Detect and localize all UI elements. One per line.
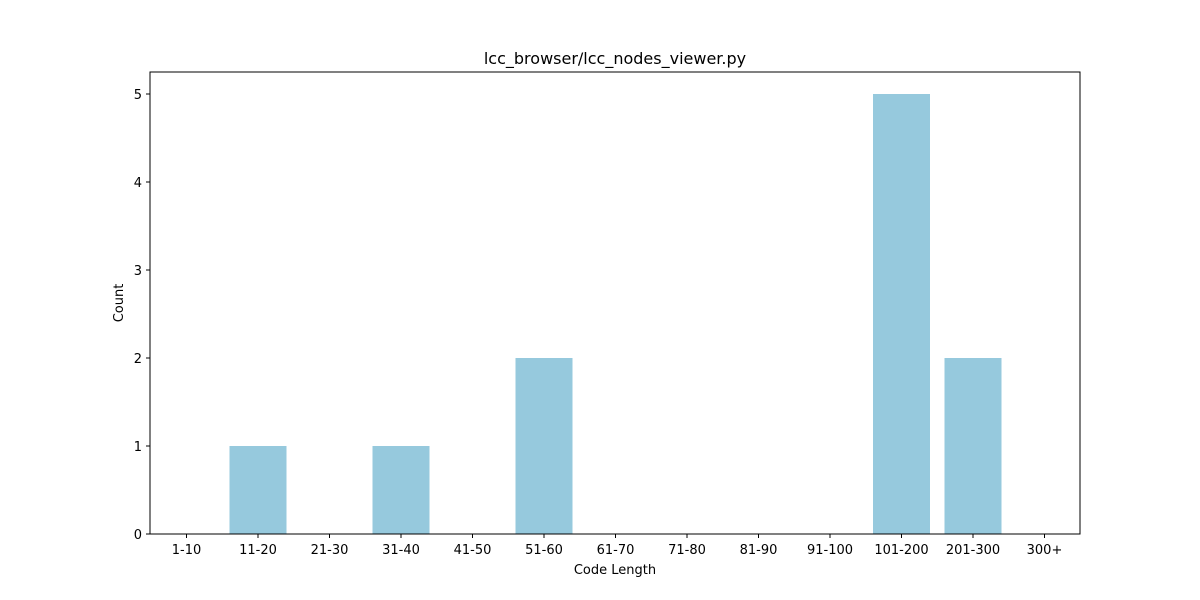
x-tick-label: 61-70 [597, 543, 635, 558]
y-axis-label: Count [112, 284, 127, 323]
y-tick-label: 3 [134, 264, 142, 279]
x-tick-label: 31-40 [382, 543, 420, 558]
x-tick-label: 81-90 [740, 543, 778, 558]
x-axis: 1-10 11-20 21-30 31-40 41-50 51-60 61-70 71-80 8… [172, 534, 1063, 558]
bars-layer [229, 94, 1002, 534]
x-tick-label: 1-10 [172, 543, 202, 558]
x-tick-label: 91-100 [807, 543, 853, 558]
y-axis: 0 1 2 3 4 5 [134, 88, 150, 543]
x-tick-label: 41-50 [454, 543, 492, 558]
bar-31-40 [372, 446, 430, 534]
x-tick-label: 201-300 [946, 543, 1000, 558]
x-axis-label: Code Length [574, 563, 656, 578]
x-tick-label: 11-20 [239, 543, 277, 558]
x-tick-label: 101-200 [874, 543, 928, 558]
bar-101-200 [873, 94, 930, 534]
chart-title: lcc_browser/lcc_nodes_viewer.py [484, 49, 746, 69]
y-tick-label: 2 [134, 352, 142, 367]
y-tick-label: 1 [134, 440, 142, 455]
x-tick-label: 51-60 [525, 543, 563, 558]
plot-frame [149, 71, 1081, 535]
bar-201-300 [944, 358, 1002, 534]
x-tick-label: 71-80 [668, 543, 706, 558]
y-tick-label: 5 [134, 88, 142, 103]
bar-11-20 [229, 446, 287, 534]
bar-51-60 [515, 358, 573, 534]
y-tick-label: 4 [134, 176, 142, 191]
x-tick-label: 300+ [1027, 543, 1063, 558]
y-tick-label: 0 [134, 528, 142, 543]
x-tick-label: 21-30 [311, 543, 349, 558]
